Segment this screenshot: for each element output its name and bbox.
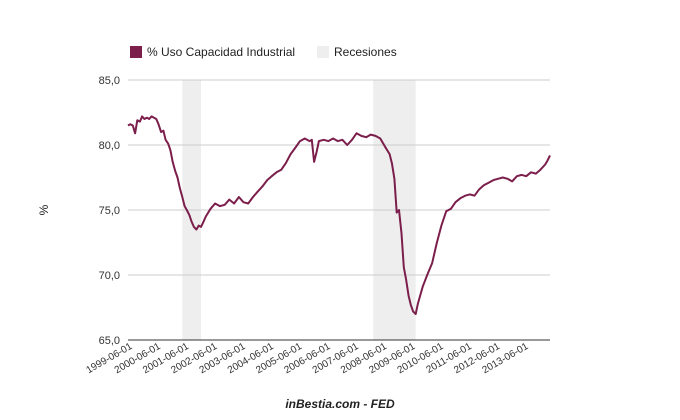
x-axis-ticks: 1999-06-012000-06-012001-06-012002-06-01… bbox=[85, 341, 531, 376]
legend-label-recessions: Recesiones bbox=[334, 45, 397, 59]
y-tick-label: 80,0 bbox=[99, 140, 120, 152]
legend-swatch-series bbox=[130, 46, 142, 58]
y-tick-label: 75,0 bbox=[99, 205, 120, 217]
legend-swatch-recessions bbox=[317, 46, 329, 58]
credit-text: inBestia.com - FED bbox=[285, 397, 395, 411]
legend: % Uso Capacidad Industrial Recesiones bbox=[130, 45, 397, 59]
y-axis-label: % bbox=[37, 204, 51, 215]
legend-label-series: % Uso Capacidad Industrial bbox=[147, 45, 295, 59]
gridlines bbox=[128, 79, 550, 341]
series-line bbox=[127, 115, 551, 315]
y-tick-label: 70,0 bbox=[99, 270, 120, 282]
y-axis-ticks: 85,0 80,0 75,0 70,0 65,0 bbox=[99, 75, 120, 347]
y-tick-label: 65,0 bbox=[99, 335, 120, 347]
y-tick-label: 85,0 bbox=[99, 75, 120, 87]
